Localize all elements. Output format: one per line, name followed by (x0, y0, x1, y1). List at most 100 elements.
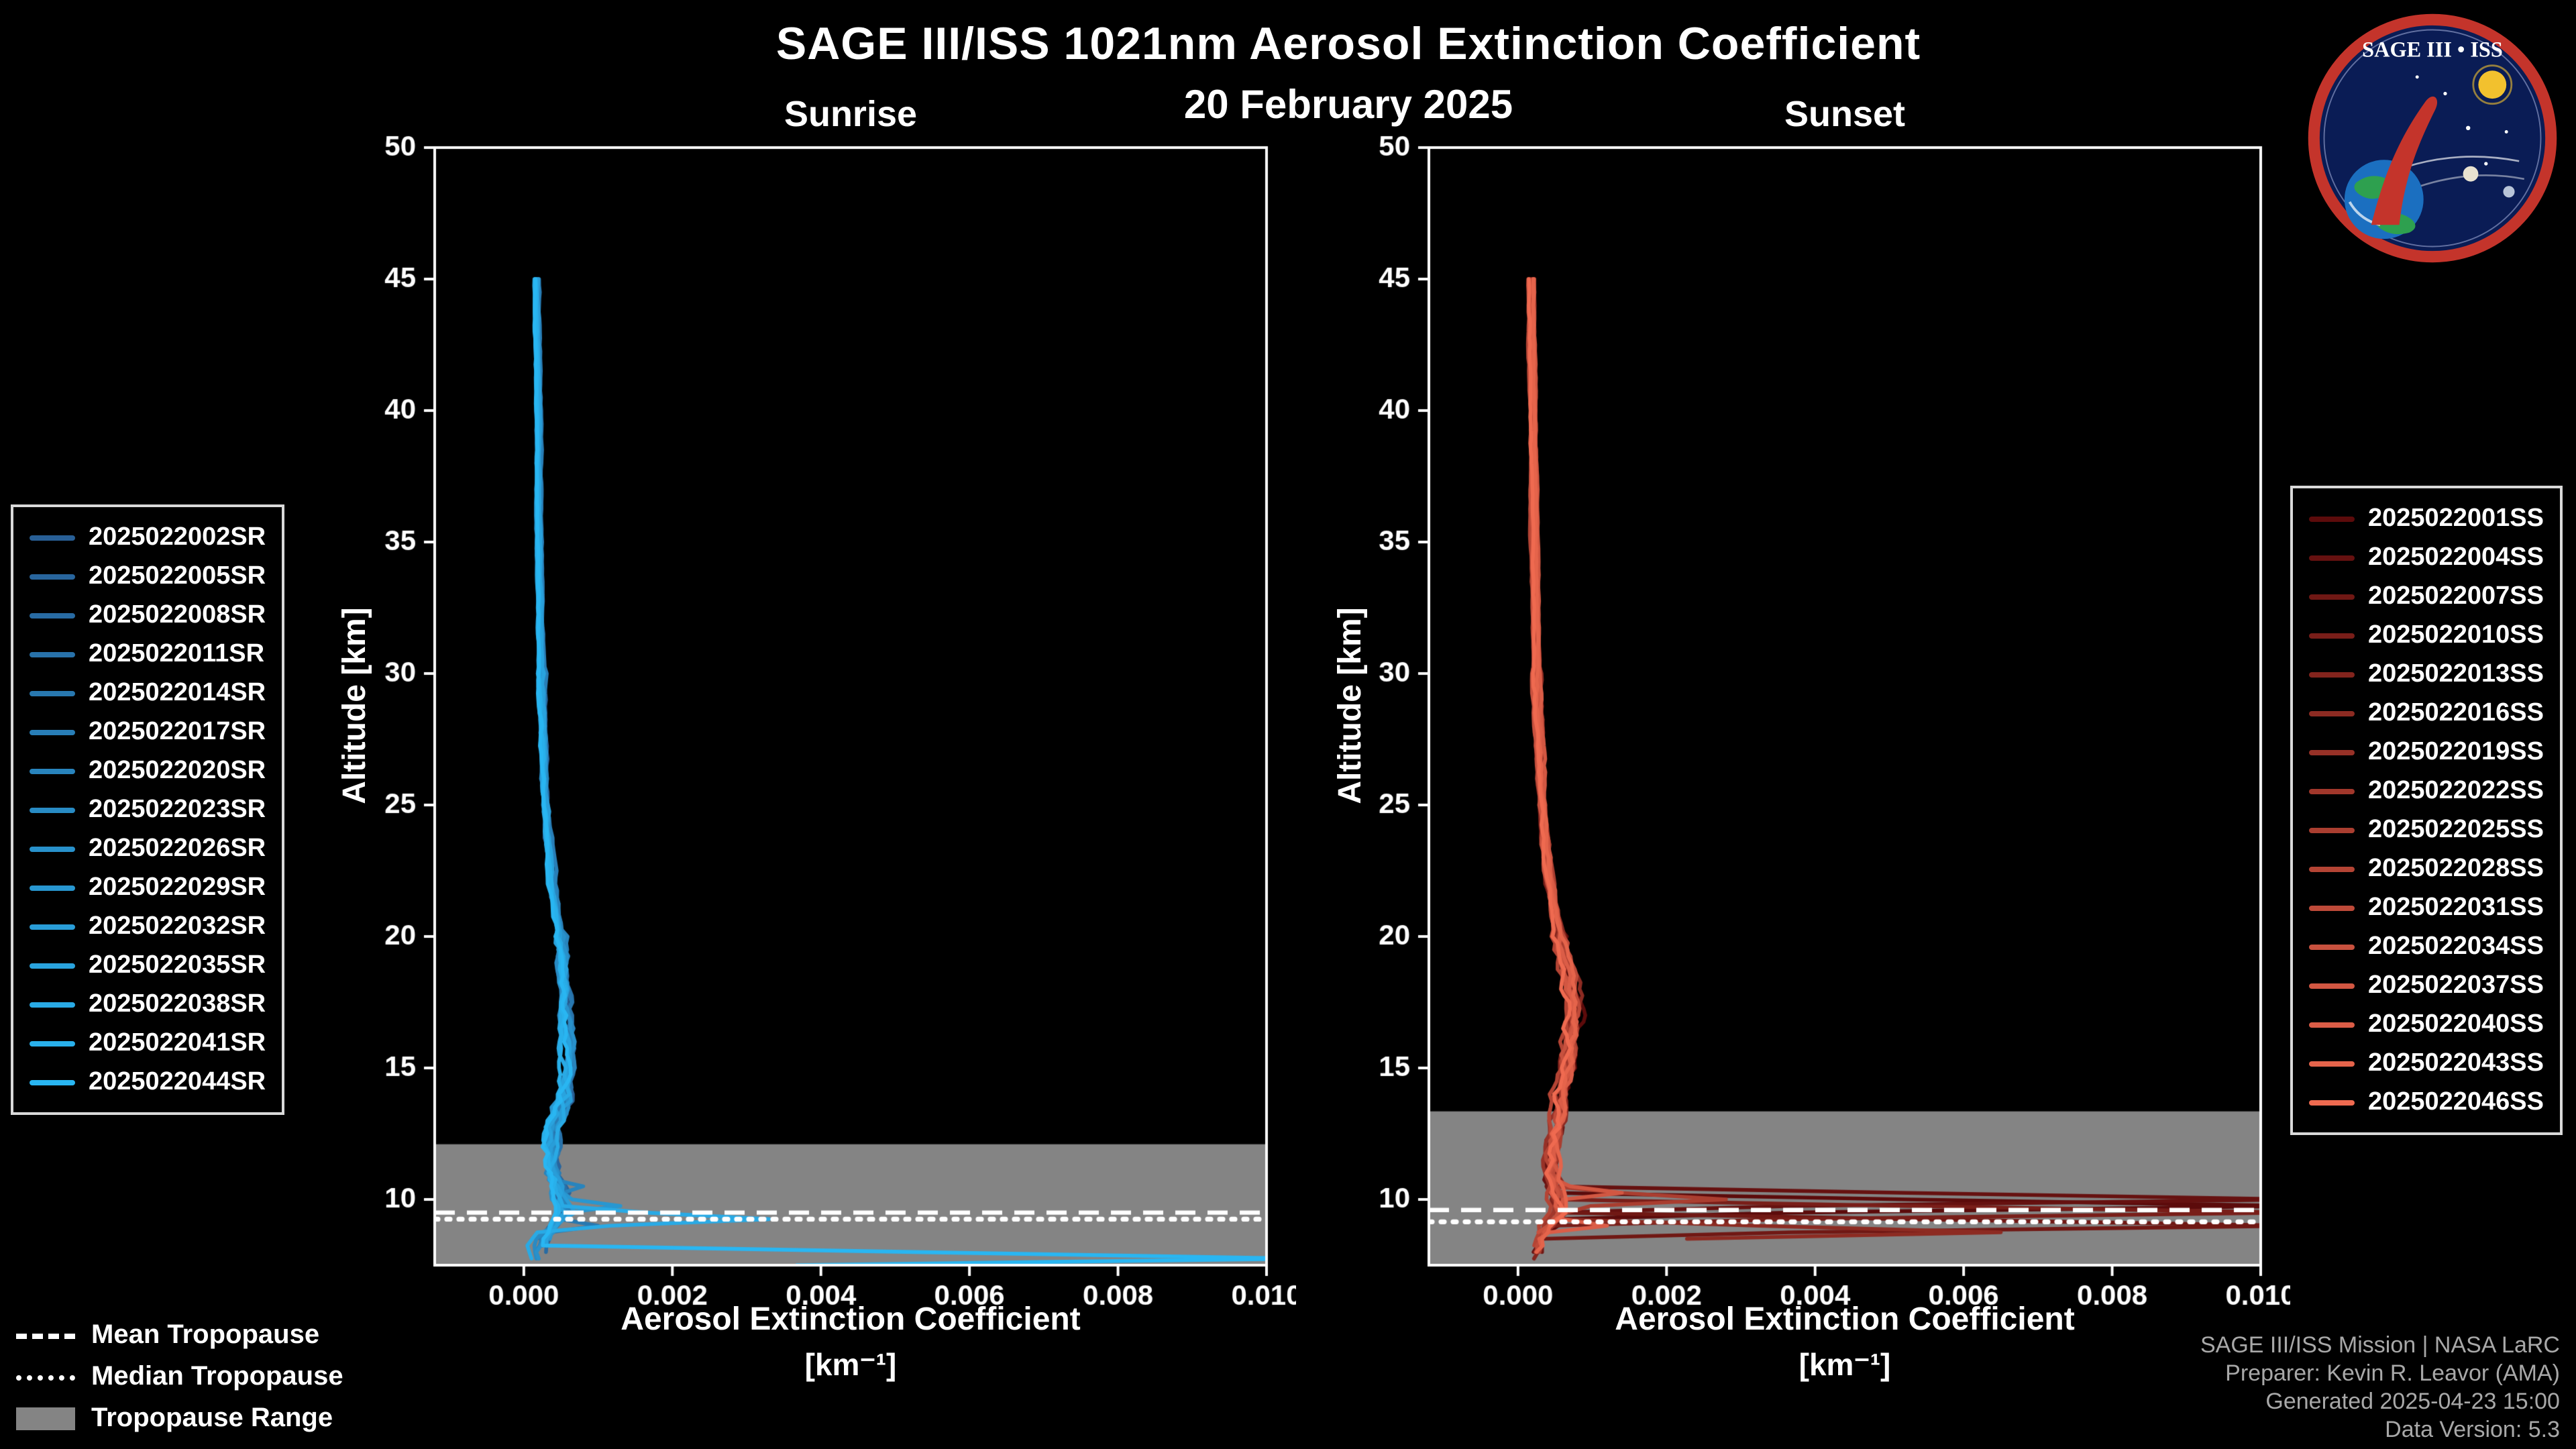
legend-item: 2025022041SR (30, 1024, 266, 1063)
legend-item-label: 2025022002SR (89, 523, 266, 551)
mean-tropopause-legend-item: Mean Tropopause (16, 1315, 343, 1356)
figure-title: SAGE III/ISS 1021nm Aerosol Extinction C… (775, 19, 1921, 70)
legend-item: 2025022005SR (30, 557, 266, 596)
legend-line-swatch-icon (2308, 866, 2355, 871)
legend-line-swatch-icon (30, 1079, 75, 1085)
legend-item-label: 2025022010SS (2367, 621, 2544, 649)
legend-item-label: 2025022043SS (2367, 1049, 2544, 1077)
legend-item-label: 2025022011SR (89, 639, 265, 667)
legend-line-swatch-icon (2308, 633, 2355, 638)
legend-item-label: 2025022004SS (2367, 543, 2544, 571)
legend-item-label: 2025022007SS (2367, 582, 2544, 610)
legend-item-label: 2025022028SS (2367, 854, 2544, 882)
logo-title: SAGE III • ISS (2362, 37, 2503, 61)
sunrise-plot-canvas (327, 131, 1296, 1330)
legend-item-label: 2025022035SR (89, 951, 266, 979)
legend-item-label: 2025022034SS (2367, 932, 2544, 960)
credits-block: SAGE III/ISS Mission | NASA LaRC Prepare… (2200, 1331, 2560, 1444)
legend-line-swatch-icon (30, 574, 75, 579)
credit-line-preparer: Preparer: Kevin R. Leavor (AMA) (2225, 1360, 2560, 1386)
sunrise-x-axis-label: Aerosol Extinction Coefficient (621, 1301, 1081, 1338)
sunset-y-axis-label: Altitude [km] (1332, 607, 1368, 804)
legend-item-label: 2025022019SS (2367, 737, 2544, 765)
legend-line-swatch-icon (30, 846, 75, 851)
sunrise-panel-title: Sunrise (784, 94, 918, 134)
legend-item: 2025022028SS (2308, 849, 2544, 888)
legend-item: 2025022025SS (2308, 810, 2544, 849)
gray-box-swatch-icon (16, 1407, 75, 1430)
legend-line-swatch-icon (30, 612, 75, 618)
legend-item: 2025022034SS (2308, 927, 2544, 966)
legend-line-swatch-icon (2308, 788, 2355, 794)
sunset-x-axis-units: [km⁻¹] (1799, 1347, 1891, 1382)
mean-tropopause-label: Mean Tropopause (91, 1320, 320, 1350)
legend-item: 2025022035SR (30, 946, 266, 985)
figure-date: 20 February 2025 (1183, 83, 1513, 127)
legend-item: 2025022020SR (30, 751, 266, 790)
legend-line-swatch-icon (30, 963, 75, 968)
legend-item: 2025022038SR (30, 985, 266, 1024)
legend-item: 2025022001SS (2308, 499, 2544, 538)
legend-line-swatch-icon (2308, 827, 2355, 833)
legend-item-label: 2025022037SS (2367, 971, 2544, 999)
sunset-panel-title: Sunset (1784, 94, 1906, 134)
legend-item: 2025022010SS (2308, 616, 2544, 655)
legend-item: 2025022008SR (30, 596, 266, 635)
legend-item-label: 2025022040SS (2367, 1010, 2544, 1038)
legend-line-swatch-icon (2308, 672, 2355, 677)
legend-item: 2025022023SR (30, 790, 266, 829)
legend-item: 2025022014SR (30, 674, 266, 712)
legend-item-label: 2025022031SS (2367, 893, 2544, 921)
legend-line-swatch-icon (2308, 749, 2355, 755)
legend-item-label: 2025022020SR (89, 756, 266, 784)
dotted-line-swatch-icon (16, 1375, 75, 1380)
legend-item-label: 2025022013SS (2367, 659, 2544, 688)
legend-line-swatch-icon (2308, 594, 2355, 599)
legend-item: 2025022011SR (30, 635, 266, 674)
legend-item: 2025022016SS (2308, 694, 2544, 733)
legend-line-swatch-icon (2308, 516, 2355, 521)
legend-line-swatch-icon (30, 924, 75, 929)
legend-line-swatch-icon (30, 651, 75, 657)
legend-item: 2025022019SS (2308, 733, 2544, 771)
tropopause-range-legend-item: Tropopause Range (16, 1398, 343, 1440)
legend-item-label: 2025022032SR (89, 912, 266, 940)
legend-item: 2025022044SR (30, 1063, 266, 1102)
legend-line-swatch-icon (30, 535, 75, 540)
legend-item: 2025022004SS (2308, 538, 2544, 577)
legend-line-swatch-icon (2308, 983, 2355, 988)
legend-item-label: 2025022014SR (89, 678, 266, 706)
legend-item: 2025022002SR (30, 518, 266, 557)
legend-line-swatch-icon (2308, 555, 2355, 560)
legend-item: 2025022037SS (2308, 966, 2544, 1005)
legend-item-label: 2025022001SS (2367, 504, 2544, 532)
sunrise-y-axis-label: Altitude [km] (337, 607, 373, 804)
legend-line-swatch-icon (30, 807, 75, 812)
legend-item: 2025022031SS (2308, 888, 2544, 927)
median-tropopause-label: Median Tropopause (91, 1362, 343, 1391)
dashed-line-swatch-icon (16, 1333, 75, 1338)
credit-line-mission: SAGE III/ISS Mission | NASA LaRC (2200, 1332, 2560, 1358)
legend-line-swatch-icon (30, 1040, 75, 1046)
legend-item: 2025022017SR (30, 712, 266, 751)
legend-line-swatch-icon (30, 768, 75, 773)
legend-item: 2025022040SS (2308, 1005, 2544, 1044)
legend-item-label: 2025022044SR (89, 1067, 266, 1095)
legend-item-label: 2025022025SS (2367, 815, 2544, 843)
legend-item-label: 2025022022SS (2367, 776, 2544, 804)
legend-line-swatch-icon (30, 729, 75, 735)
legend-line-swatch-icon (30, 1002, 75, 1007)
median-tropopause-legend-item: Median Tropopause (16, 1356, 343, 1398)
credit-line-version: Data Version: 5.3 (2385, 1417, 2560, 1442)
tropopause-range-label: Tropopause Range (91, 1403, 333, 1433)
legend-line-swatch-icon (2308, 1022, 2355, 1027)
legend-item-label: 2025022029SR (89, 873, 266, 901)
legend-item: 2025022029SR (30, 868, 266, 907)
legend-line-swatch-icon (30, 885, 75, 890)
legend-item-label: 2025022041SR (89, 1028, 266, 1057)
legend-line-swatch-icon (2308, 1061, 2355, 1066)
sunset-x-axis-label: Aerosol Extinction Coefficient (1615, 1301, 2075, 1338)
legend-item-label: 2025022016SS (2367, 698, 2544, 727)
legend-item-label: 2025022038SR (89, 989, 266, 1018)
